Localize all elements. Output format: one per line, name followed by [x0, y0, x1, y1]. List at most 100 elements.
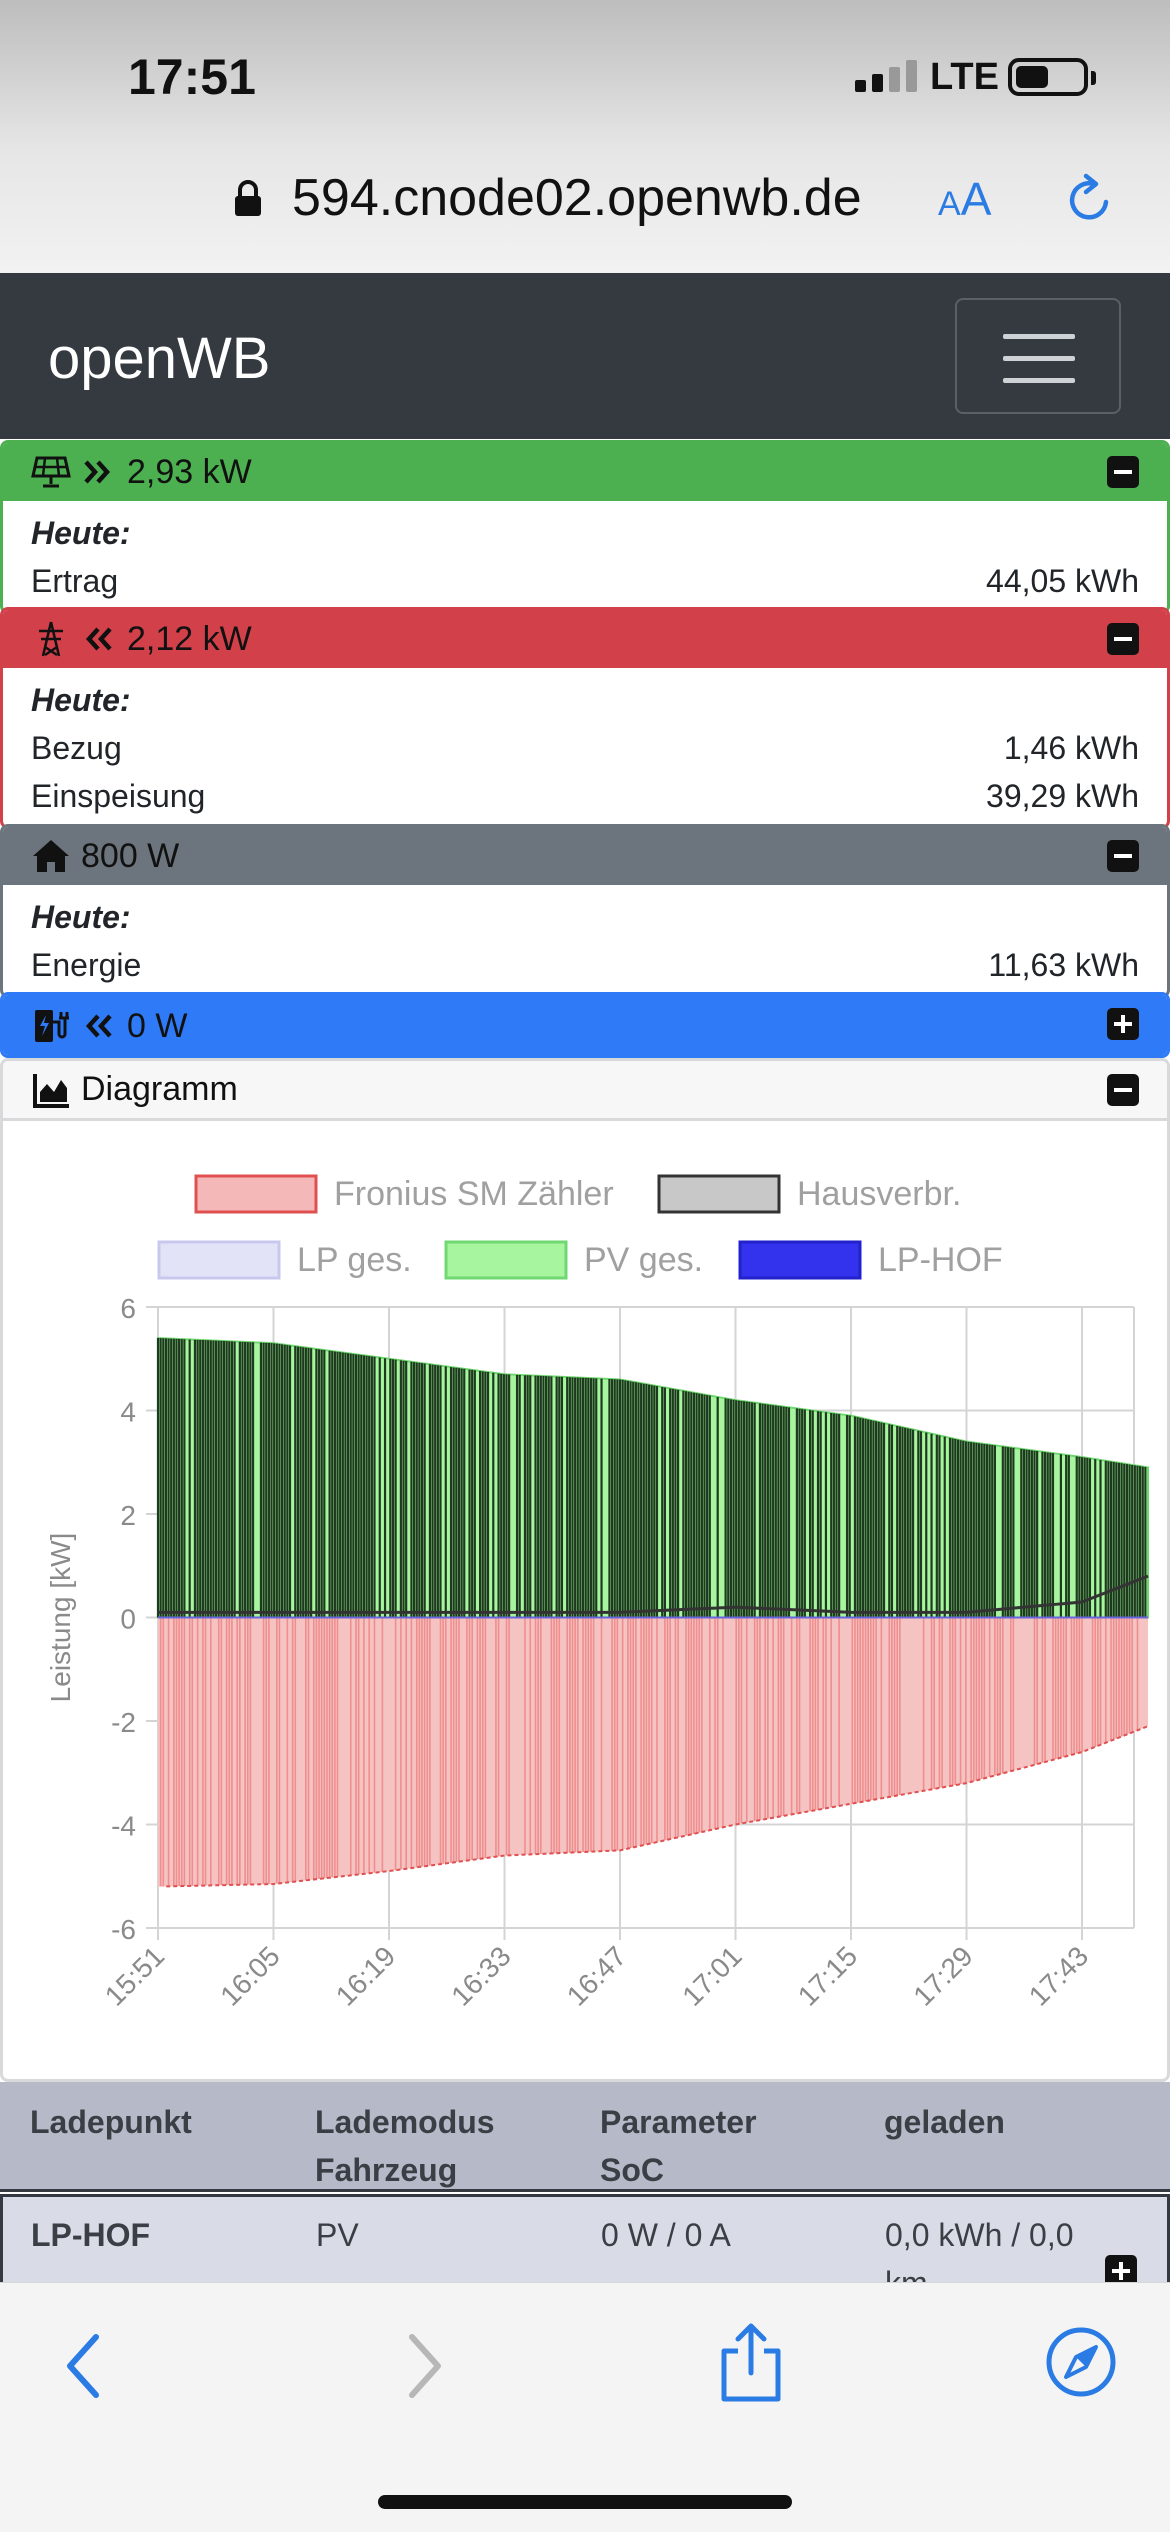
- chargepoint-power-value: 0 W: [127, 1006, 188, 1045]
- x-tick-label: 16:19: [330, 1940, 401, 2011]
- pv-card: 2,93 kW Heute: Ertrag 44,05 kWh: [0, 440, 1170, 614]
- house-card: 800 W Heute: Energie 11,63 kWh: [0, 824, 1170, 998]
- series-house-line: [158, 1574, 1149, 1614]
- x-tick-label: 15:51: [99, 1940, 170, 2011]
- reader-text-size-button[interactable]: AA: [938, 173, 992, 225]
- solar-panel-icon: [31, 456, 71, 488]
- power-tower-icon: [39, 621, 63, 657]
- expand-button[interactable]: [1107, 1008, 1139, 1040]
- navbar: openWB: [0, 273, 1170, 439]
- heute-label: Heute:: [31, 514, 131, 551]
- cell-lademodus: PV: [316, 2217, 359, 2253]
- chargepoint-card-header[interactable]: 0 W: [3, 995, 1167, 1055]
- area-chart-icon: [33, 1073, 69, 1108]
- address-bar[interactable]: 594.cnode02.openwb.de AA: [0, 160, 1170, 240]
- collapse-button[interactable]: [1107, 1074, 1139, 1106]
- url-text[interactable]: 594.cnode02.openwb.de: [292, 169, 862, 227]
- compass-icon[interactable]: [1044, 2325, 1118, 2399]
- energie-value: 11,63 kWh: [988, 946, 1139, 983]
- diagram-title: Diagramm: [81, 1070, 238, 1108]
- table-row[interactable]: LP-HOF PV 0 W / 0 A 0,0 kWh / 0,0km: [0, 2194, 1170, 2282]
- pv-card-body: Heute: Ertrag 44,05 kWh: [3, 501, 1167, 611]
- heute-label: Heute:: [31, 681, 131, 718]
- einspeisung-label: Einspeisung: [31, 777, 206, 814]
- legend-label: Fronius SM Zähler: [334, 1175, 614, 1213]
- house-card-body: Heute: Energie 11,63 kWh: [3, 885, 1167, 995]
- legend-swatch: [157, 1240, 281, 1280]
- y-axis-label: Leistung [kW]: [45, 1533, 76, 1703]
- double-chevron-left-icon: [85, 1014, 112, 1038]
- th-geladen: geladen: [884, 2104, 1005, 2140]
- collapse-button[interactable]: [1107, 456, 1139, 488]
- x-tick-label: 17:15: [792, 1940, 863, 2011]
- reload-icon[interactable]: [1062, 172, 1118, 228]
- ertrag-value: 44,05 kWh: [986, 562, 1139, 599]
- browser-toolbar: [0, 2282, 1170, 2532]
- y-tick-label: -2: [111, 1707, 136, 1738]
- heute-label: Heute:: [31, 898, 131, 935]
- back-icon[interactable]: [60, 2331, 110, 2401]
- grid-card: 2,12 kW Heute: Bezug 1,46 kWh Einspeisun…: [0, 607, 1170, 829]
- grid-card-body: Heute: Bezug 1,46 kWh Einspeisung 39,29 …: [3, 668, 1167, 826]
- house-card-header[interactable]: 800 W: [3, 827, 1167, 885]
- ertrag-label: Ertrag: [31, 562, 119, 599]
- home-indicator: [378, 2495, 792, 2509]
- x-tick-label: 16:47: [561, 1940, 632, 2011]
- legend-swatch: [444, 1240, 568, 1280]
- navbar-brand[interactable]: openWB: [48, 326, 271, 391]
- collapse-button[interactable]: [1107, 623, 1139, 655]
- share-icon[interactable]: [716, 2321, 786, 2405]
- y-tick-label: 2: [120, 1500, 136, 1531]
- y-tick-label: -6: [111, 1914, 136, 1945]
- series-grid-line: [166, 1725, 1149, 1888]
- bezug-label: Bezug: [31, 729, 122, 766]
- cellular-signal-icon: [855, 60, 917, 92]
- network-type: LTE: [930, 56, 999, 98]
- legend-swatch: [738, 1240, 862, 1280]
- battery-icon: [1008, 58, 1096, 96]
- legend-label: Hausverbr.: [797, 1175, 961, 1213]
- browser-top-area: 17:51 LTE 594.cnode02.openwb.de AA: [0, 0, 1170, 273]
- forward-icon[interactable]: [398, 2331, 448, 2401]
- x-tick-label: 16:33: [445, 1940, 516, 2011]
- legend-swatch: [194, 1174, 318, 1214]
- legend-swatch: [657, 1174, 781, 1214]
- th-lademodus: Lademodus Fahrzeug: [315, 2104, 495, 2188]
- collapse-button[interactable]: [1107, 840, 1139, 872]
- cell-parameter: 0 W / 0 A: [601, 2217, 731, 2253]
- grid-card-header[interactable]: 2,12 kW: [3, 610, 1167, 668]
- menu-toggle-button[interactable]: [955, 298, 1121, 414]
- chart-series: [156, 1337, 1150, 1888]
- x-tick-label: 17:29: [907, 1940, 978, 2011]
- th-parameter: Parameter SoC: [600, 2104, 757, 2188]
- legend-label: PV ges.: [584, 1241, 703, 1279]
- power-chart: Fronius SM Zähler Hausverbr. LP ges. PV ges…: [45, 1174, 1150, 2012]
- lock-icon: [235, 180, 261, 216]
- double-chevron-left-icon: [85, 627, 112, 651]
- home-icon: [33, 840, 69, 872]
- y-tick-label: -4: [111, 1811, 136, 1842]
- th-ladepunkt: Ladepunkt: [30, 2104, 192, 2140]
- x-tick-label: 16:05: [214, 1940, 285, 2011]
- grid-power-value: 2,12 kW: [127, 619, 252, 658]
- y-tick-label: 4: [120, 1397, 136, 1428]
- status-time: 17:51: [128, 49, 256, 105]
- legend-label: LP ges.: [297, 1241, 412, 1279]
- diagram-card-header[interactable]: Diagramm: [3, 1061, 1167, 1121]
- double-chevron-right-icon: [84, 460, 111, 484]
- table-header: Ladepunkt Lademodus Fahrzeug Parameter SoC…: [0, 2082, 1170, 2192]
- cell-geladen: 0,0 kWh / 0,0km: [885, 2217, 1074, 2282]
- chargepoint-card: 0 W: [0, 992, 1170, 1058]
- pv-card-header[interactable]: 2,93 kW: [3, 443, 1167, 501]
- chargepoint-table: Ladepunkt Lademodus Fahrzeug Parameter SoC…: [0, 2082, 1170, 2282]
- pv-power-value: 2,93 kW: [127, 452, 252, 491]
- chart-legend: Fronius SM Zähler Hausverbr. LP ges. PV ges…: [157, 1174, 1003, 1280]
- x-tick-label: 17:01: [676, 1940, 747, 2011]
- house-power-value: 800 W: [81, 836, 180, 875]
- legend-label: LP-HOF: [878, 1241, 1003, 1279]
- cell-ladepunkt: LP-HOF: [31, 2217, 151, 2253]
- row-expand-button[interactable]: [1105, 2255, 1137, 2282]
- charging-station-icon: [35, 1010, 69, 1042]
- y-tick-label: 6: [120, 1293, 136, 1324]
- x-tick-label: 17:43: [1023, 1940, 1094, 2011]
